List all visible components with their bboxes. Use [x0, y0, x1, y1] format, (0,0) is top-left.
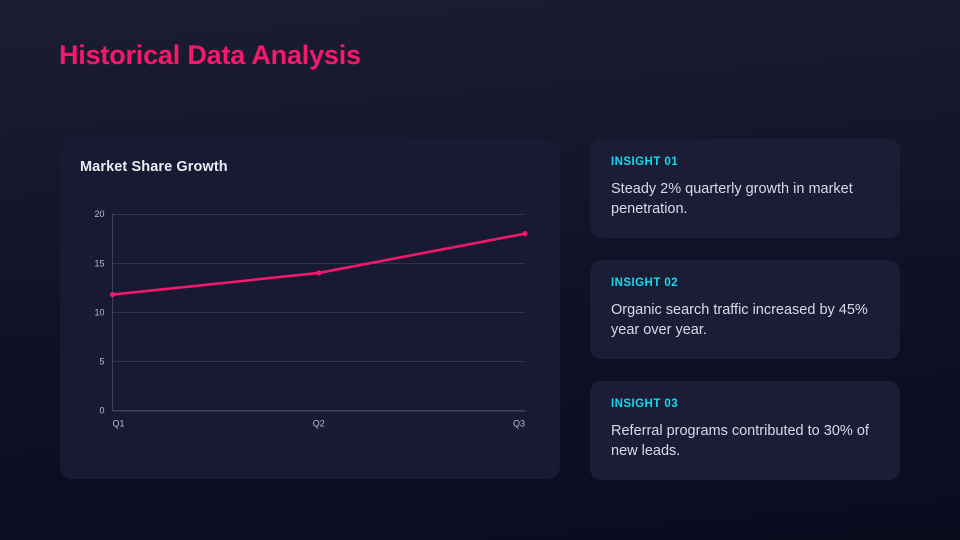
insight-body: Referral programs contributed to 30% of …: [611, 423, 869, 459]
line-chart: 0 5 10 15 20 Q1 Q2 Q3: [94, 209, 528, 429]
series-data-point: [109, 291, 116, 298]
chart-gridlines: [112, 214, 525, 412]
insight-body: Steady 2% quarterly growth in market pen…: [611, 181, 853, 217]
chart-card: Market Share Growth 0 5 10 15 20 Q1 Q2 Q3: [60, 139, 560, 479]
chart-plot-area: 0 5 10 15 20 Q1 Q2 Q3: [60, 139, 560, 479]
insight-kicker: INSIGHT 03: [611, 398, 679, 410]
series-line-market-share: [111, 232, 527, 296]
insight-card[interactable]: INSIGHT 01 Steady 2% quarterly growth in…: [590, 139, 900, 238]
x-axis-tick-labels: Q1 Q2 Q3: [113, 419, 526, 429]
insight-kicker: INSIGHT 02: [611, 277, 679, 289]
series-data-point: [522, 231, 528, 237]
y-axis-tick-labels: 0 5 10 15 20: [94, 209, 104, 416]
page-title: Historical Data Analysis: [59, 40, 361, 70]
insight-kicker: INSIGHT 01: [611, 156, 679, 168]
insight-card[interactable]: INSIGHT 03 Referral programs contributed…: [590, 381, 900, 480]
y-tick-label: 10: [94, 307, 104, 317]
x-tick-label: Q1: [113, 419, 125, 429]
series-data-point: [316, 270, 322, 276]
insight-card-list: INSIGHT 01 Steady 2% quarterly growth in…: [590, 139, 900, 480]
chart-title: Market Share Growth: [80, 159, 228, 175]
x-tick-label: Q3: [513, 419, 525, 429]
y-tick-label: 20: [94, 209, 104, 219]
y-tick-label: 5: [99, 357, 104, 367]
insight-body: Organic search traffic increased by 45% …: [611, 302, 868, 338]
x-tick-label: Q2: [313, 419, 325, 429]
series-markers: [109, 231, 528, 298]
y-tick-label: 0: [99, 406, 104, 416]
insight-card[interactable]: INSIGHT 02 Organic search traffic increa…: [590, 260, 900, 359]
y-tick-label: 15: [94, 258, 104, 268]
